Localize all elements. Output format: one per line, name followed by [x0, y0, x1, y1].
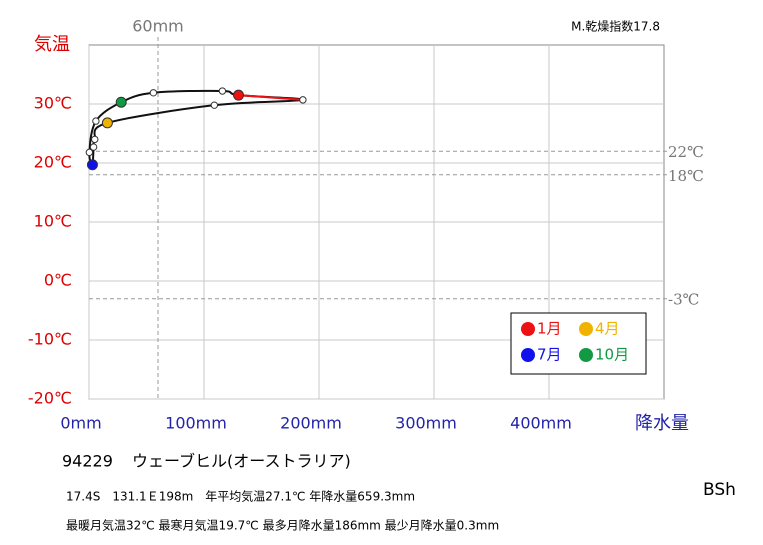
x-label: 降水量	[635, 413, 689, 434]
month-point	[92, 117, 100, 125]
legend-marker	[579, 348, 593, 362]
legend-label: 1月	[537, 320, 562, 338]
legend-marker	[521, 322, 535, 336]
legend-marker	[579, 322, 593, 336]
y-tick-label: 10℃	[34, 212, 72, 231]
x-tick-label: 400mm	[510, 414, 572, 433]
reference-label: -3℃	[668, 291, 699, 309]
legend-marker	[521, 348, 535, 362]
station-info: 17.4S 131.1Ｅ198m 年平均気温27.1℃ 年降水量659.3mm	[66, 489, 415, 504]
legend-label: 4月	[595, 320, 620, 338]
month-point	[85, 148, 94, 157]
month-point	[89, 143, 98, 151]
highlight-point	[86, 159, 98, 171]
reference-label: 22℃	[668, 143, 704, 161]
month-point	[218, 87, 227, 95]
reference-label: 60mm	[132, 17, 184, 36]
y-label: 気温	[34, 34, 70, 55]
y-tick-label: 0℃	[44, 271, 72, 290]
y-tick-label: -10℃	[28, 330, 72, 349]
month-point	[210, 101, 219, 109]
y-tick-label: 30℃	[34, 94, 72, 113]
month-point	[299, 96, 307, 104]
legend-label: 7月	[537, 346, 562, 364]
x-tick-label: 300mm	[395, 414, 457, 433]
station-id: 94229	[62, 452, 113, 471]
y-tick-label: -20℃	[28, 389, 72, 408]
climate-class: BSh	[703, 480, 736, 500]
month-point	[91, 135, 99, 144]
legend	[510, 312, 647, 375]
month-point	[149, 89, 158, 97]
dryness-index: M.乾燥指数17.8	[571, 19, 660, 34]
highlight-point	[115, 96, 127, 108]
highlight-segment	[238, 94, 303, 101]
reference-label: 18℃	[668, 167, 704, 185]
x-tick-label: 100mm	[165, 414, 227, 433]
highlight-point	[233, 89, 244, 101]
legend-label: 10月	[595, 346, 629, 364]
highlight-point	[101, 117, 113, 129]
station-info: 最暖月気温32℃ 最寒月気温19.7℃ 最多月降水量186mm 最少月降水量0.…	[66, 518, 499, 533]
x-tick-label: 200mm	[280, 414, 342, 433]
station-name: ウェーブヒル(オーストラリア)	[132, 452, 351, 471]
x-tick-label: 0mm	[60, 414, 101, 433]
y-tick-label: 20℃	[34, 153, 72, 172]
